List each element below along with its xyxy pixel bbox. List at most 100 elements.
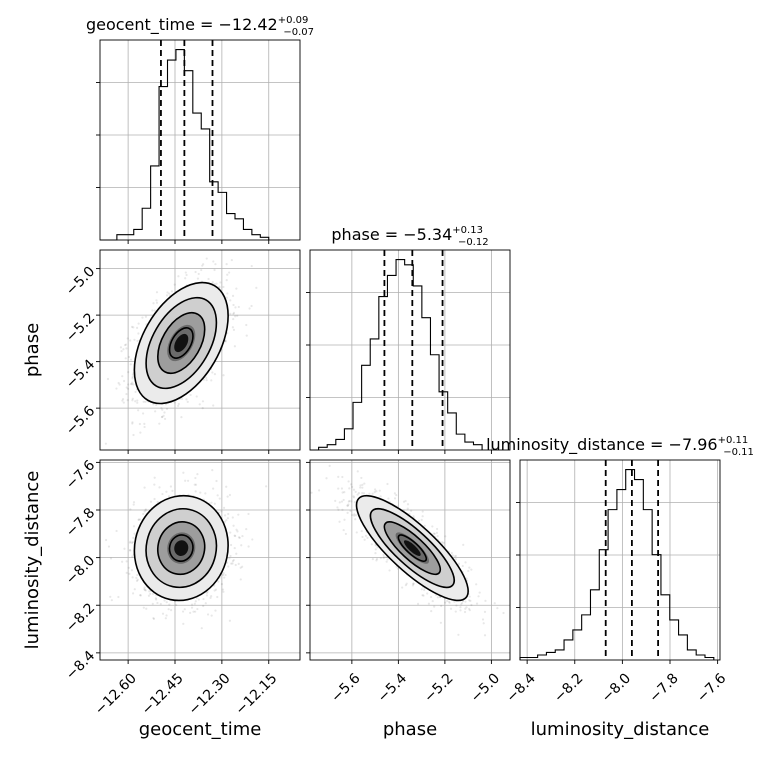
sample-point (222, 285, 225, 289)
frame (99, 249, 301, 451)
sample-point (123, 547, 126, 550)
sample-point (229, 299, 232, 302)
sample-point (468, 609, 471, 612)
sample-point (374, 552, 377, 555)
sample-point (210, 614, 213, 617)
sample-point (237, 536, 241, 539)
sample-point (475, 602, 479, 605)
sample-point (235, 287, 238, 290)
sample-point (131, 421, 134, 424)
sample-point (386, 482, 389, 486)
sample-point (223, 514, 227, 517)
sample-point (337, 475, 340, 478)
sample-point (162, 414, 165, 417)
sample-point (225, 263, 228, 266)
sample-point (231, 294, 235, 298)
sample-point (483, 634, 487, 637)
sample-point (130, 541, 134, 545)
sample-point (229, 312, 232, 315)
sample-point (143, 422, 146, 425)
sample-point (483, 610, 487, 613)
density-content (310, 458, 510, 660)
sample-point (155, 598, 158, 601)
sample-point (139, 431, 142, 434)
sample-point (170, 290, 174, 293)
sample-point (186, 479, 190, 482)
sample-point (469, 599, 472, 602)
sample-point (156, 500, 159, 504)
sample-point (482, 622, 485, 625)
sample-point (125, 386, 128, 389)
sample-point (118, 383, 121, 386)
sample-point (223, 576, 226, 579)
sample-point (197, 598, 200, 601)
sample-point (231, 560, 235, 563)
sample-point (421, 594, 424, 597)
sample-point (151, 602, 154, 605)
sample-point (210, 379, 213, 382)
sample-point (338, 520, 341, 523)
sample-point (163, 411, 166, 414)
sample-point (235, 552, 238, 555)
sample-point (366, 536, 369, 539)
sample-point (427, 602, 430, 605)
contour-line (133, 281, 229, 405)
sample-point (143, 425, 146, 429)
sample-point (109, 557, 113, 560)
sample-point (233, 546, 236, 550)
sample-point (211, 371, 214, 374)
sample-point (435, 531, 439, 534)
y-axis-label: phase (22, 323, 43, 377)
sample-point (440, 604, 443, 608)
sample-point (406, 507, 409, 510)
sample-point (327, 458, 329, 460)
sample-point (228, 619, 232, 622)
sample-point (135, 326, 139, 329)
sample-point (209, 596, 212, 599)
sample-point (218, 497, 221, 500)
sample-point (122, 348, 125, 351)
sample-point (468, 607, 471, 610)
sample-point (430, 610, 433, 613)
sample-point (436, 596, 439, 599)
density-fill (403, 540, 421, 556)
sample-point (142, 400, 145, 403)
sample-point (245, 528, 248, 531)
sample-point (213, 502, 216, 505)
sample-point (170, 608, 173, 612)
sample-point (457, 633, 460, 636)
sample-point (121, 560, 124, 563)
sample-point (158, 486, 161, 489)
sample-point (155, 403, 158, 407)
title-geocent_time: geocent_time = −12.42+0.09 −0.07 (86, 15, 314, 38)
sample-point (464, 607, 467, 610)
sample-point (352, 496, 356, 499)
sample-point (194, 476, 197, 480)
sample-point (470, 603, 473, 607)
sample-point (352, 488, 356, 491)
sample-point (161, 612, 165, 615)
sample-point (477, 595, 480, 598)
sample-point (382, 555, 386, 558)
sample-point (158, 422, 161, 425)
sample-point (464, 561, 467, 564)
sample-point (341, 491, 344, 494)
sample-point (182, 471, 185, 474)
sample-point (429, 595, 433, 599)
sample-point (177, 404, 180, 408)
sample-point (214, 588, 218, 591)
sample-point (359, 484, 362, 487)
sample-point (184, 271, 187, 274)
contour-line (369, 508, 455, 589)
sample-point (173, 283, 176, 286)
title-luminosity_distance: luminosity_distance = −7.96+0.11 −0.11 (486, 435, 754, 458)
sample-point (448, 601, 451, 604)
sample-point (426, 592, 429, 595)
sample-point (251, 538, 254, 541)
sample-point (412, 582, 415, 585)
sample-point (343, 518, 346, 521)
sample-point (133, 588, 136, 591)
sample-point (410, 509, 413, 512)
sample-point (423, 588, 426, 592)
